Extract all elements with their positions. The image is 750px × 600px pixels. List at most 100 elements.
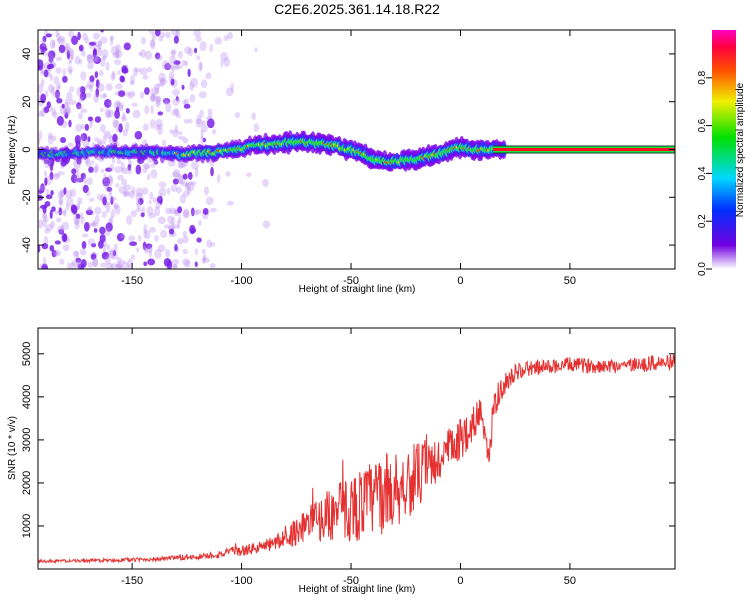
noise-speckle (64, 45, 69, 55)
noise-speckle (142, 162, 151, 170)
noise-speckle (172, 169, 181, 178)
noise-speckle (155, 30, 161, 37)
noise-speckle (68, 60, 73, 66)
noise-speckle (63, 187, 67, 195)
noise-speckle (91, 222, 99, 228)
noise-speckle (110, 45, 119, 56)
noise-speckle (45, 188, 49, 196)
noise-speckle (64, 104, 71, 115)
noise-speckle (253, 123, 260, 133)
noise-speckle (87, 261, 94, 268)
noise-speckle (55, 84, 61, 90)
noise-speckle (172, 178, 179, 185)
noise-speckle (172, 263, 177, 269)
noise-speckle (168, 76, 173, 82)
noise-speckle (109, 163, 115, 172)
noise-speckle (172, 264, 178, 269)
noise-speckle (112, 250, 117, 257)
noise-speckle (49, 245, 55, 252)
noise-speckle (155, 119, 163, 128)
noise-speckle (57, 190, 63, 199)
noise-speckle (49, 161, 54, 172)
noise-speckle (51, 249, 57, 258)
noise-speckle (146, 66, 153, 73)
heatmap-x-tick-label: -50 (343, 275, 359, 287)
noise-speckle (114, 263, 123, 269)
noise-speckle (202, 137, 207, 143)
noise-speckle (146, 206, 154, 216)
noise-speckle (81, 233, 89, 238)
noise-speckle (135, 164, 142, 175)
noise-speckle (68, 99, 77, 105)
noise-speckle (103, 130, 111, 136)
noise-speckle (157, 111, 164, 116)
noise-speckle (109, 196, 117, 201)
noise-speckle (100, 168, 105, 174)
noise-speckle (170, 64, 176, 72)
noise-speckle (150, 87, 159, 96)
noise-speckle (43, 159, 52, 169)
noise-speckle (170, 78, 175, 86)
noise-speckle (166, 187, 171, 195)
noise-speckle (200, 129, 204, 139)
noise-speckle (125, 215, 133, 225)
noise-speckle (122, 128, 128, 137)
noise-speckle (101, 48, 109, 58)
noise-speckle (42, 35, 47, 43)
noise-speckle (38, 206, 41, 212)
noise-speckle (196, 114, 202, 125)
noise-speckle (138, 234, 142, 242)
noise-speckle (76, 177, 84, 183)
noise-speckle (171, 108, 180, 117)
noise-speckle (102, 182, 110, 189)
noise-speckle (108, 135, 114, 144)
noise-speckle (150, 105, 154, 115)
noise-speckle (163, 97, 168, 106)
noise-speckle (135, 247, 140, 253)
noise-speckle (182, 248, 188, 255)
noise-speckle (112, 119, 119, 128)
noise-speckle (54, 251, 59, 256)
noise-speckle (42, 40, 47, 48)
noise-speckle (88, 41, 97, 46)
noise-speckle (183, 119, 190, 124)
noise-speckle (78, 112, 84, 120)
noise-speckle (134, 68, 142, 73)
noise-speckle (117, 70, 121, 76)
noise-speckle (171, 129, 180, 138)
noise-speckle (56, 171, 65, 176)
noise-speckle (50, 190, 54, 196)
noise-speckle (210, 166, 214, 177)
noise-speckle (93, 93, 99, 103)
noise-speckle (99, 56, 106, 67)
snr-x-tick-label: 0 (457, 575, 463, 587)
snr-axes: -150 -100 -50 0 50 1000 2000 3000 4000 5000 (21, 328, 675, 587)
noise-speckle (77, 177, 83, 183)
noise-speckle (182, 210, 190, 219)
noise-speckle (55, 30, 59, 38)
noise-speckle (70, 49, 75, 60)
noise-speckle (61, 221, 70, 231)
noise-speckle (70, 173, 78, 184)
noise-speckle (149, 118, 156, 129)
noise-speckle (101, 211, 107, 219)
noise-speckle (113, 243, 118, 252)
noise-speckle (113, 101, 121, 109)
noise-speckle (155, 99, 161, 108)
noise-speckle (96, 193, 104, 201)
noise-speckle (200, 79, 208, 89)
noise-speckle (120, 259, 126, 265)
noise-speckle (42, 217, 47, 228)
noise-speckle (205, 72, 212, 80)
noise-speckle (120, 115, 127, 122)
noise-speckle (113, 202, 120, 210)
noise-speckle (63, 106, 72, 115)
noise-speckle (182, 99, 187, 105)
noise-speckle (91, 142, 96, 148)
noise-speckle (102, 243, 107, 254)
noise-speckle (123, 191, 131, 198)
noise-speckle (143, 224, 148, 234)
noise-speckle (56, 98, 63, 104)
noise-speckle (216, 174, 221, 184)
noise-speckle (108, 250, 116, 259)
